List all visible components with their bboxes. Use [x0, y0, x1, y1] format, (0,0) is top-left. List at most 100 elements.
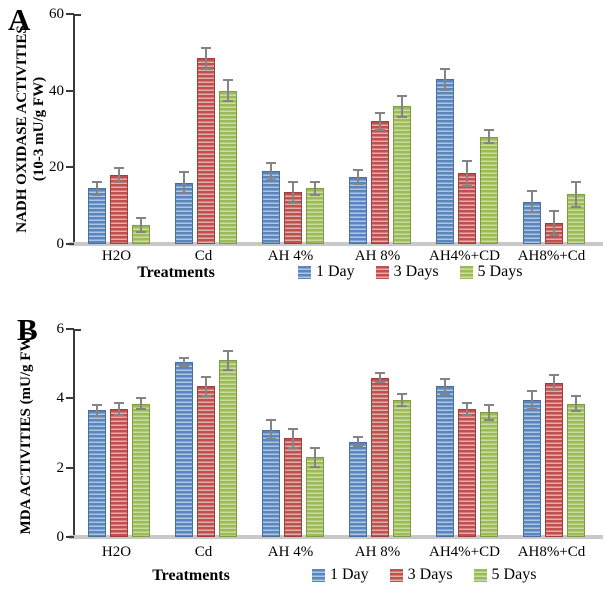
bar-slot: [479, 329, 498, 537]
bar-slot: [196, 329, 215, 537]
error-bar-cap-bottom: [113, 413, 124, 416]
bar-5-days: [218, 90, 237, 244]
bar-5-days: [131, 403, 150, 537]
panel-label-a: A: [8, 2, 31, 37]
error-bar-cap-top: [439, 67, 450, 70]
bar-1-day: [435, 386, 454, 537]
bar-slot: [174, 14, 193, 244]
error-bar-line: [400, 393, 403, 407]
x-axis-title: Treatments: [137, 264, 215, 281]
legend-item: 3 Days: [375, 263, 439, 281]
bar-slot: [261, 329, 280, 537]
bar-slot: [544, 329, 563, 537]
bar-slot: [196, 14, 215, 244]
panel-label-b: B: [17, 312, 38, 347]
y-tick-label: 4: [56, 390, 65, 407]
bar-slot: [348, 14, 367, 244]
bar-slot: [131, 14, 150, 244]
legend-label: 3 Days: [393, 263, 439, 280]
error-bar-cap-bottom: [222, 100, 233, 103]
bar-slot: [218, 14, 237, 244]
error-bar-line: [443, 67, 446, 91]
legend-item: 5 Days: [473, 566, 537, 584]
error-bar-line: [400, 94, 403, 118]
error-bar-cap-bottom: [570, 410, 581, 413]
error-bar-cap-top: [222, 349, 233, 352]
error-bar-line: [139, 396, 142, 411]
bar-group: [336, 329, 423, 537]
y-tick-mark: [66, 166, 74, 169]
error-bar-cap-bottom: [287, 201, 298, 204]
chart-panel-a: A NADH OXIDASE ACTIVITIES (10-3 mU/g FW) …: [0, 0, 606, 296]
bar-5-days: [305, 457, 324, 537]
y-tick-mark: [66, 89, 74, 92]
bar-slot: [392, 14, 411, 244]
error-bar-cap-bottom: [374, 380, 385, 383]
plot-area: [66, 328, 603, 539]
bar-group: [249, 329, 336, 537]
legend-item: 5 Days: [459, 263, 522, 281]
bar-5-days: [392, 106, 411, 244]
error-bar-cap-top: [287, 180, 298, 183]
error-bar-line: [182, 171, 185, 195]
bar-slot: [87, 329, 106, 537]
legend-label: 1 Day: [330, 566, 369, 583]
bar-1-day: [261, 429, 280, 537]
bar-slot: [522, 329, 541, 537]
green-series-swatch: [473, 568, 487, 582]
error-bar-cap-bottom: [113, 180, 124, 183]
y-tick-label: 2: [56, 459, 65, 476]
plot-area: [66, 13, 603, 246]
y-tick-label: 0: [56, 236, 65, 252]
error-bar-cap-top: [222, 79, 233, 82]
bar-slot: [174, 329, 193, 537]
error-bar-cap-bottom: [439, 88, 450, 91]
bar-slot: [305, 329, 324, 537]
error-bar-cap-top: [265, 161, 276, 164]
error-bar-cap-bottom: [265, 437, 276, 440]
bar-3-days: [196, 58, 215, 244]
bar-slot: [522, 14, 541, 244]
error-bar-line: [465, 401, 468, 416]
error-bar-line: [574, 180, 577, 208]
x-axis-labels: H2O Cd AH 4% AH 8% AH4%+CD AH8%+Cd: [73, 248, 595, 265]
error-bar-line: [313, 180, 316, 197]
bar-group: [162, 14, 249, 244]
error-bar-line: [378, 372, 381, 383]
error-bar-cap-top: [113, 167, 124, 170]
x-axis-line: [69, 535, 603, 539]
red-series-swatch: [389, 568, 403, 582]
x-category-label: AH 8%: [354, 544, 401, 560]
y-axis-tick-labels: 0 2 4 6: [0, 321, 65, 545]
legend: 1 Day 3 Days 5 Days: [298, 263, 543, 281]
error-bar-line: [117, 401, 120, 416]
x-category-label: Cd: [194, 544, 213, 560]
bar-1-day: [174, 361, 193, 537]
error-bar-cap-top: [548, 374, 559, 377]
bar-slot: [457, 14, 476, 244]
error-bar-cap-top: [526, 389, 537, 392]
bar-slot: [435, 14, 454, 244]
bar-slot: [479, 14, 498, 244]
bar-group: [510, 14, 597, 244]
bar-5-days: [392, 400, 411, 537]
bar-slot: [348, 329, 367, 537]
error-bar-line: [95, 180, 98, 197]
red-series-swatch: [375, 265, 389, 279]
error-bar-cap-bottom: [352, 182, 363, 185]
y-tick-mark: [66, 466, 74, 469]
bar-group: [423, 329, 510, 537]
bar-3-days: [109, 408, 128, 537]
x-category-label: H2O: [101, 248, 132, 264]
bar-3-days: [370, 121, 389, 244]
error-bar-line: [117, 167, 120, 183]
legend-label: 5 Days: [491, 566, 537, 583]
bar-slot: [283, 329, 302, 537]
error-bar-line: [226, 79, 229, 103]
bar-1-day: [87, 188, 106, 244]
error-bar-cap-top: [461, 401, 472, 404]
x-category-label: AH4%+CD: [429, 544, 500, 560]
error-bar-cap-bottom: [396, 405, 407, 407]
error-bar-cap-bottom: [91, 415, 102, 418]
